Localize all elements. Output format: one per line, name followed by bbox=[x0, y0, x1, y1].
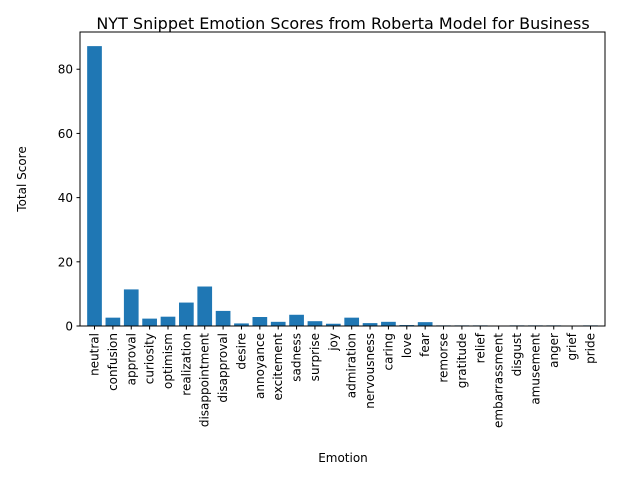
bar-sadness bbox=[289, 314, 304, 326]
x-tick-label-caring: caring bbox=[381, 333, 395, 370]
y-tick-label-0: 0 bbox=[65, 320, 73, 334]
x-tick-label-disappointment: disappointment bbox=[198, 333, 212, 427]
plot-frame bbox=[79, 31, 606, 327]
x-tick-label-disgust: disgust bbox=[510, 333, 524, 377]
bar-fear bbox=[417, 322, 433, 326]
x-tick-label-gratitude: gratitude bbox=[455, 333, 469, 388]
x-tick-label-realization: realization bbox=[179, 333, 193, 396]
bar-confusion bbox=[105, 317, 121, 326]
bar-surprise bbox=[307, 321, 323, 326]
chart-title: NYT Snippet Emotion Scores from Roberta … bbox=[96, 14, 589, 33]
bars-group bbox=[87, 46, 598, 327]
x-tick-label-neutral: neutral bbox=[88, 333, 102, 376]
bar-caring bbox=[381, 321, 396, 326]
x-tick-label-love: love bbox=[400, 333, 414, 358]
x-tick-label-pride: pride bbox=[583, 333, 597, 364]
bar-disapproval bbox=[215, 310, 231, 326]
bar-curiosity bbox=[142, 318, 157, 326]
bar-annoyance bbox=[252, 317, 268, 326]
x-tick-label-remorse: remorse bbox=[437, 333, 451, 383]
x-tick-label-desire: desire bbox=[234, 333, 248, 370]
bar-joy bbox=[325, 323, 341, 326]
x-tick-label-sadness: sadness bbox=[290, 333, 304, 382]
x-tick-label-approval: approval bbox=[124, 333, 138, 385]
bar-realization bbox=[179, 302, 194, 326]
x-tick-label-nervousness: nervousness bbox=[363, 333, 377, 409]
x-tick-label-annoyance: annoyance bbox=[253, 333, 267, 399]
bar-approval bbox=[123, 289, 139, 326]
x-axis: neutral confusion approval curiosity optimis… bbox=[88, 326, 597, 428]
x-tick-label-disapproval: disapproval bbox=[216, 333, 230, 403]
bar-disappointment bbox=[197, 286, 213, 326]
y-tick-label-60: 60 bbox=[58, 127, 73, 141]
x-tick-label-excitement: excitement bbox=[271, 333, 285, 401]
x-tick-label-relief: relief bbox=[473, 332, 487, 363]
y-tick-label-80: 80 bbox=[58, 63, 73, 77]
x-tick-label-curiosity: curiosity bbox=[143, 333, 157, 384]
y-tick-label-40: 40 bbox=[58, 191, 73, 205]
x-tick-label-confusion: confusion bbox=[106, 333, 120, 391]
bar-nervousness bbox=[362, 323, 378, 326]
x-tick-label-optimism: optimism bbox=[161, 333, 175, 389]
x-axis-label: Emotion bbox=[318, 451, 368, 465]
x-tick-label-amusement: amusement bbox=[528, 333, 542, 405]
x-tick-label-surprise: surprise bbox=[308, 333, 322, 381]
bar-admiration bbox=[344, 317, 360, 326]
y-axis: 0 20 40 60 80 bbox=[58, 63, 80, 334]
x-tick-label-anger: anger bbox=[547, 333, 561, 368]
x-tick-label-grief: grief bbox=[565, 332, 579, 360]
bar-excitement bbox=[270, 321, 286, 326]
y-axis-label: Total Score bbox=[15, 146, 29, 212]
x-tick-label-admiration: admiration bbox=[345, 333, 359, 398]
bar-desire bbox=[234, 323, 249, 326]
x-tick-label-joy: joy bbox=[326, 333, 340, 352]
x-tick-label-fear: fear bbox=[418, 333, 432, 357]
y-tick-label-20: 20 bbox=[58, 255, 73, 269]
bar-neutral bbox=[87, 46, 102, 327]
bar-optimism bbox=[160, 316, 176, 326]
x-tick-label-embarrassment: embarrassment bbox=[492, 333, 506, 428]
